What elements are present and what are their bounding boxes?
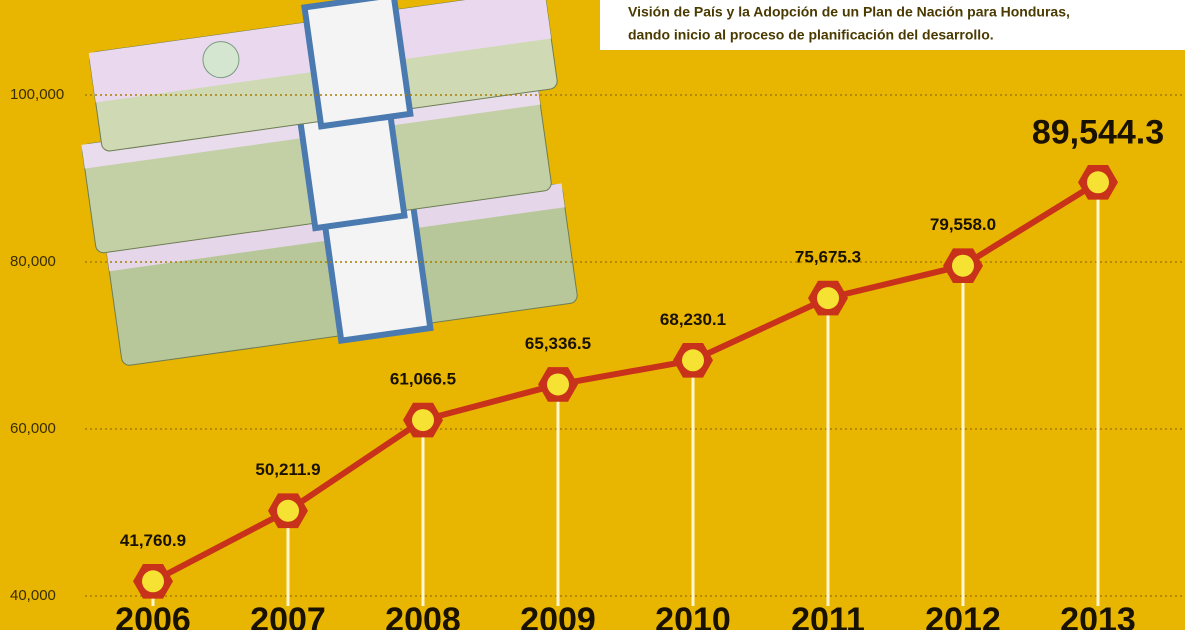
- value-label: 61,066.5: [390, 370, 456, 389]
- y-tick-label: 40,000: [10, 587, 56, 604]
- value-label: 68,230.1: [660, 310, 726, 329]
- marker-center: [1087, 171, 1109, 194]
- marker-center: [142, 570, 164, 593]
- y-tick-label: 60,000: [10, 420, 56, 437]
- value-label: 41,760.9: [120, 531, 186, 550]
- annotation: Visión de País y la Adopción de un Plan …: [628, 4, 1070, 20]
- value-label: 65,336.5: [525, 334, 591, 353]
- money-illustration: [81, 0, 578, 366]
- plot: 40,000 60,000 80,000 100,000 41,760.9 2006 50,…: [10, 86, 1185, 630]
- x-tick-label: 2013: [1060, 601, 1136, 630]
- x-tick-label: 2007: [250, 601, 326, 630]
- x-tick-label: 2006: [115, 601, 191, 630]
- value-label: 79,558.0: [930, 215, 996, 234]
- value-label: 50,211.9: [255, 460, 320, 479]
- y-tick-label: 100,000: [10, 86, 64, 103]
- marker-center: [682, 349, 704, 372]
- value-label: 89,544.3: [1032, 113, 1164, 151]
- value-label: 75,675.3: [795, 248, 861, 267]
- x-tick-label: 2009: [520, 601, 596, 630]
- x-tick-label: 2011: [791, 601, 865, 630]
- marker-center: [817, 287, 839, 310]
- marker-center: [547, 373, 569, 396]
- x-tick-label: 2008: [385, 601, 461, 630]
- right-edge: [1185, 0, 1200, 630]
- marker-center: [412, 409, 434, 432]
- y-tick-label: 80,000: [10, 253, 56, 270]
- x-tick-label: 2012: [925, 601, 1001, 630]
- marker-center: [277, 499, 299, 522]
- x-tick-label: 2010: [655, 601, 731, 630]
- annotation: dando inicio al proceso de planificación…: [628, 27, 994, 43]
- data-line: [151, 179, 1100, 584]
- marker-center: [952, 254, 974, 277]
